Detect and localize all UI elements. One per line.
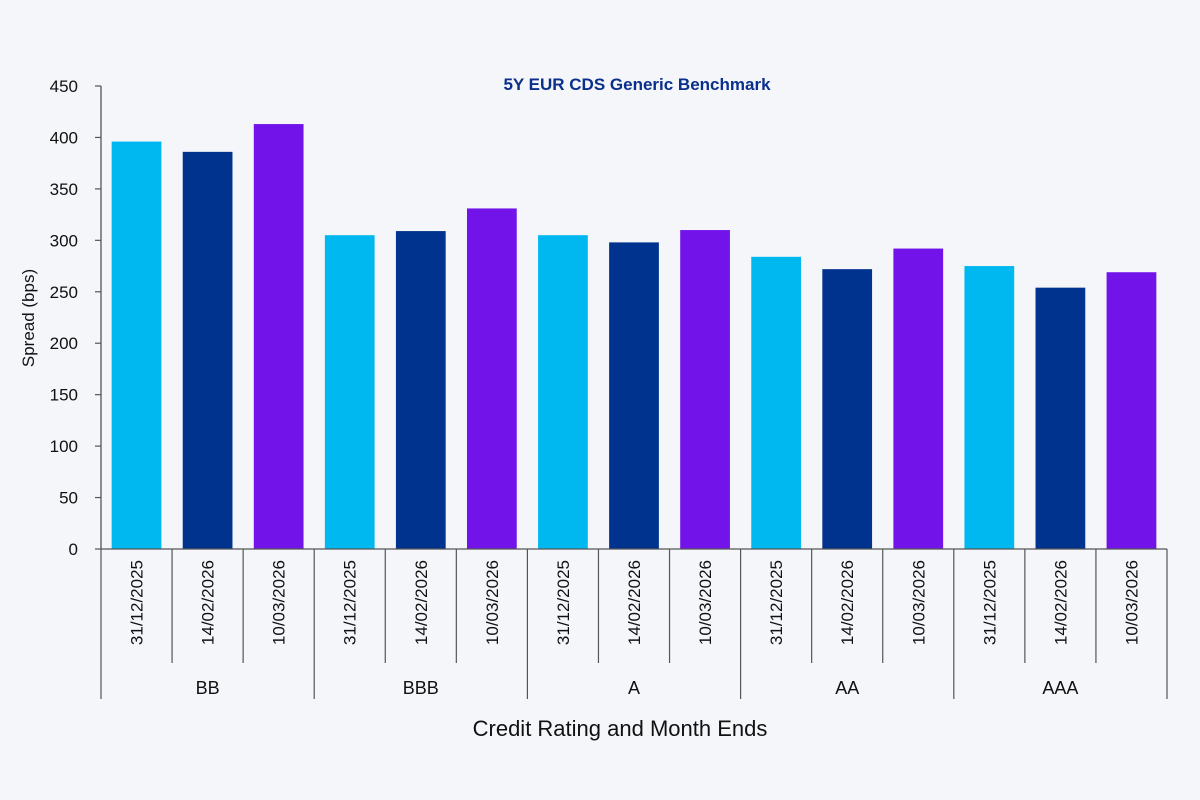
x-tick-label: 14/02/2026 <box>625 560 644 645</box>
x-tick-label: 31/12/2025 <box>341 560 360 645</box>
bar-BBB-10/03/2026 <box>466 208 517 549</box>
y-tick-label: 400 <box>50 128 78 147</box>
x-tick-label: 14/02/2026 <box>838 560 857 645</box>
x-tick-label: 10/03/2026 <box>696 560 715 645</box>
bar-BB-31/12/2025 <box>111 141 162 549</box>
group-label: BB <box>196 678 220 698</box>
bar-AAA-10/03/2026 <box>1106 272 1157 549</box>
y-tick-label: 0 <box>69 540 78 559</box>
y-axis-label: Spread (bps) <box>19 269 38 367</box>
bar-AAA-31/12/2025 <box>964 266 1015 549</box>
x-tick-label: 31/12/2025 <box>980 560 999 645</box>
y-tick-label: 250 <box>50 283 78 302</box>
chart-title: 5Y EUR CDS Generic Benchmark <box>503 75 771 94</box>
bar-BBB-31/12/2025 <box>324 235 375 549</box>
x-tick-label: 14/02/2026 <box>412 560 431 645</box>
x-axis-label: Credit Rating and Month Ends <box>473 716 768 741</box>
bar-A-14/02/2026 <box>609 242 659 549</box>
group-label: AAA <box>1042 678 1078 698</box>
y-tick-label: 150 <box>50 386 78 405</box>
x-tick-label: 10/03/2026 <box>483 560 502 645</box>
y-tick-label: 50 <box>59 489 78 508</box>
x-tick-label: 31/12/2025 <box>767 560 786 645</box>
x-tick-label: 31/12/2025 <box>554 560 573 645</box>
y-tick-label: 350 <box>50 180 78 199</box>
bars <box>111 124 1157 550</box>
x-tick-label: 10/03/2026 <box>909 560 928 645</box>
bar-A-10/03/2026 <box>680 230 730 550</box>
bar-AA-31/12/2025 <box>751 256 802 549</box>
x-tick-label: 31/12/2025 <box>128 560 147 645</box>
y-tick-label: 450 <box>50 77 78 96</box>
x-tick-label: 10/03/2026 <box>270 560 289 645</box>
x-tick-label: 14/02/2026 <box>199 560 218 645</box>
group-label: AA <box>835 678 859 698</box>
x-tick-label: 14/02/2026 <box>1051 560 1070 645</box>
y-tick-label: 300 <box>50 231 78 250</box>
y-tick-label: 100 <box>50 437 78 456</box>
bar-BB-10/03/2026 <box>253 124 304 550</box>
group-label: BBB <box>403 678 439 698</box>
bar-BBB-14/02/2026 <box>395 231 446 549</box>
group-label: A <box>628 678 640 698</box>
x-tick-label: 10/03/2026 <box>1122 560 1141 645</box>
x-axis: 31/12/2025 14/02/2026 10/03/2026 BB 31/12/20… <box>100 548 1168 699</box>
y-tick-label: 200 <box>50 334 78 353</box>
bar-BB-14/02/2026 <box>182 151 233 550</box>
bar-AA-14/02/2026 <box>822 269 873 549</box>
bar-AAA-14/02/2026 <box>1035 287 1086 549</box>
y-axis: 0 50 100 150 200 250 300 350 400 450 <box>50 77 102 559</box>
bar-AA-10/03/2026 <box>893 248 944 549</box>
bar-A-31/12/2025 <box>538 235 588 549</box>
